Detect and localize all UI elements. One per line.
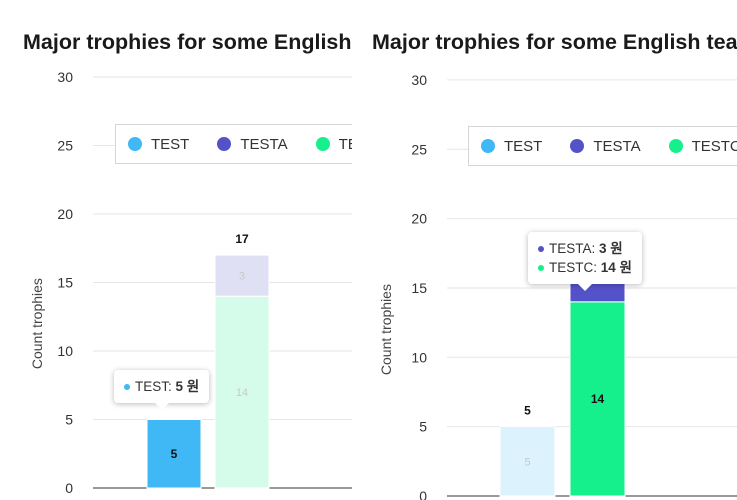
tooltip-row: TESTA: 3 원 [538,239,632,258]
y-tick-label: 10 [411,349,427,365]
chart-panel-left: Major trophies for some English teams 0 5… [0,0,352,500]
total-label: 5 [524,404,531,418]
bar-segment-testc [214,295,270,489]
legend-label: TESTC [691,137,737,155]
legend-item-test[interactable]: TEST [128,136,189,153]
bar-segment-test [146,419,202,489]
bar-segment-testc [569,301,626,497]
y-tick-label: 0 [419,488,427,500]
y-tick-label: 30 [57,69,73,85]
data-label: 14 [591,392,605,406]
legend-label: TEST [504,137,543,155]
bar-segment-testa [214,254,270,297]
legend-item-testc[interactable]: TESTC [668,137,737,155]
tooltip-series-name: TESTA: [549,241,600,256]
y-tick-label: 10 [57,343,73,359]
legend-label: TESTA [240,135,288,153]
tooltip-dot-icon [538,246,544,253]
data-label: 5 [171,447,178,461]
legend-label: TESTC [338,135,352,153]
legend-dot-icon [217,137,232,151]
tooltip-value: 3 원 [599,241,623,256]
legend-dot-icon [570,139,585,153]
tooltip-dot-icon [124,384,130,391]
bar-segment-test [499,426,556,497]
y-tick-label: 20 [411,211,427,227]
y-tick-label: 15 [57,275,73,291]
tooltip-series-name: TESTC: [549,260,601,275]
legend-item-testa[interactable]: TESTA [217,135,288,153]
tooltip-value: 14 원 [600,260,632,275]
y-tick-label: 5 [65,412,73,428]
tooltip-arrow [577,284,592,291]
y-tick-label: 0 [65,480,73,496]
data-label: 3 [239,271,245,283]
y-axis-label: Count trophies [29,278,45,369]
legend-item-testa[interactable]: TESTA [570,137,641,155]
legend-label: TEST [151,135,190,153]
legend-dot-icon [668,139,683,153]
tooltip: TEST: 5 원 [114,370,210,410]
legend-dot-icon [481,139,495,153]
tooltip-row: TESTC: 14 원 [538,258,632,277]
y-tick-label: 15 [411,280,427,296]
tooltip-value: 5 원 [175,379,200,394]
total-label: 17 [235,232,249,246]
chart-panel-right: Major trophies for some English teams 0 5… [352,0,737,500]
data-label: 14 [236,387,248,399]
y-axis-label: Count trophies [378,284,394,375]
legend-item-test[interactable]: TEST [481,138,542,155]
legend-label: TESTA [593,137,641,155]
y-tick-label: 5 [419,419,427,435]
tooltip-dot-icon [538,265,544,272]
legend: TEST TESTA TESTC [468,126,737,166]
legend-dot-icon [315,137,330,151]
chart-title: Major trophies for some English teams [372,30,737,54]
tooltip-arrow [154,403,169,410]
y-tick-label: 25 [411,141,427,157]
legend: TEST TESTA TESTC [115,124,352,164]
tooltip-series-name: TEST: [135,379,176,394]
y-tick-label: 30 [411,72,427,88]
legend-dot-icon [128,137,142,151]
data-label: 5 [524,456,530,468]
y-tick-label: 20 [57,206,73,222]
chart-title: Major trophies for some English teams [23,30,352,54]
legend-item-testc[interactable]: TESTC [315,135,352,153]
tooltip: TESTA: 3 원 TESTC: 14 원 [528,232,642,291]
tooltip-row: TEST: 5 원 [124,377,199,396]
y-tick-label: 25 [57,138,73,154]
